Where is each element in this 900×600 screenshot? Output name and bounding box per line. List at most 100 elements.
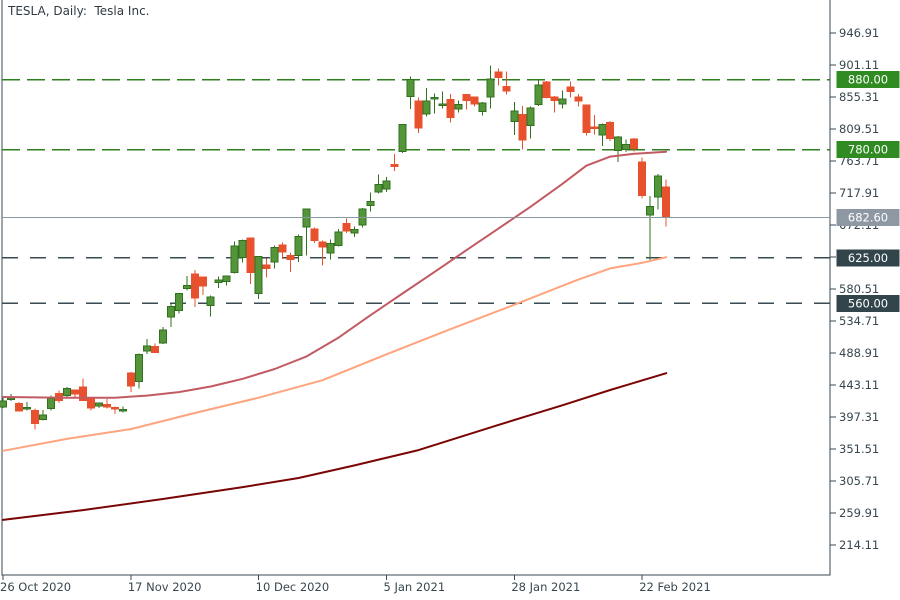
x-tick-label: 26 Oct 2020	[0, 580, 71, 594]
candle-body	[630, 138, 639, 150]
candle-body	[366, 201, 375, 207]
candle-body	[310, 228, 319, 242]
candle-body	[438, 103, 447, 107]
candle-body	[406, 79, 415, 98]
candle-body	[542, 81, 551, 98]
candle-body	[390, 164, 399, 167]
candle-body	[518, 114, 527, 141]
chart-border	[1, 0, 831, 576]
chart-frame	[1, 0, 831, 576]
price-label-box	[836, 141, 900, 159]
candle-body	[190, 273, 199, 299]
ma-slow-line	[2, 372, 668, 521]
x-tick-label: 5 Jan 2021	[384, 580, 446, 594]
candle-body	[150, 346, 159, 354]
candle-body	[334, 231, 343, 246]
candle-body	[350, 228, 359, 234]
price-label-text: 780.00	[848, 143, 888, 157]
y-tick-label: 717.91	[839, 186, 879, 200]
candle-body	[462, 94, 471, 101]
candle-body	[174, 293, 183, 311]
ma-medium	[2, 256, 668, 452]
candle-body	[558, 98, 567, 105]
candle-body	[22, 407, 31, 410]
candle-body	[342, 222, 351, 232]
candle-body	[134, 354, 143, 382]
candle-body	[494, 71, 503, 79]
candle-body	[286, 255, 295, 260]
candle-body	[30, 409, 39, 424]
y-tick-label: 946.91	[839, 26, 879, 40]
candle-body	[262, 264, 271, 269]
y-tick-label: 214.11	[839, 538, 879, 552]
candle-body	[638, 161, 647, 196]
candle-body	[78, 386, 87, 401]
candle-body	[598, 123, 607, 136]
candle-body	[382, 180, 391, 190]
price-label-text: 560.00	[848, 296, 888, 310]
candle-body	[454, 104, 463, 110]
candle-body	[14, 403, 23, 412]
candle-body	[446, 98, 455, 118]
candle-body	[206, 296, 215, 306]
x-tick-label: 22 Feb 2021	[639, 580, 711, 594]
candle-body	[614, 136, 623, 151]
y-tick-label: 534.71	[839, 314, 879, 328]
price-label-box	[836, 71, 900, 89]
candle-body	[534, 84, 543, 105]
candle-body	[126, 372, 135, 387]
candle-body	[398, 123, 407, 152]
candle-body	[606, 121, 615, 139]
price-label-text: 625.00	[848, 251, 888, 265]
candle-body	[166, 306, 175, 318]
y-tick-label: 580.51	[839, 282, 879, 296]
x-tick-label: 17 Nov 2020	[128, 580, 202, 594]
ma-medium-line	[2, 256, 668, 452]
candle-body	[422, 100, 431, 115]
candle-body	[502, 85, 511, 92]
candle-body	[158, 329, 167, 344]
candle-body	[550, 96, 559, 102]
candle-body	[574, 96, 583, 102]
price-label-text: 880.00	[848, 73, 888, 87]
chart-plot-area[interactable]	[2, 0, 830, 575]
candle-body	[118, 408, 127, 412]
candle-body	[566, 86, 575, 92]
candle-body	[430, 97, 439, 100]
candle-body	[110, 407, 119, 410]
ma-fast-line	[2, 150, 668, 399]
candle-body	[142, 345, 151, 352]
candle-body	[654, 175, 663, 198]
price-label-box	[836, 294, 900, 312]
candle-body	[582, 104, 591, 133]
candle-body	[254, 255, 263, 294]
candle-body	[246, 237, 255, 273]
y-tick-label: 351.51	[839, 442, 879, 456]
price-scale[interactable]	[830, 0, 900, 575]
x-tick-label: 28 Jan 2021	[511, 580, 580, 594]
candle-body	[374, 184, 383, 193]
time-scale[interactable]	[0, 575, 830, 600]
candle-body	[38, 414, 47, 420]
candle-body	[470, 96, 479, 105]
y-tick-label: 855.31	[839, 90, 879, 104]
candle-body	[358, 208, 367, 226]
candle-body	[622, 143, 631, 151]
candle-body	[278, 244, 287, 253]
candle-body	[222, 275, 231, 283]
candle-body	[214, 279, 223, 283]
candle-body	[198, 276, 207, 287]
candle-body	[318, 241, 327, 248]
price-label-box	[836, 209, 900, 227]
price-label-text: 682.60	[848, 211, 888, 225]
y-tick-label: 809.51	[839, 122, 879, 136]
candle-body	[486, 78, 495, 98]
scale-label-boxes: 880.00 780.00 682.60 625.00 560.00	[836, 71, 900, 312]
ma-fast	[2, 150, 668, 399]
candle-body	[526, 107, 535, 127]
candle-body	[102, 404, 111, 408]
candle-body	[590, 126, 599, 129]
y-tick-label: 259.91	[839, 506, 879, 520]
